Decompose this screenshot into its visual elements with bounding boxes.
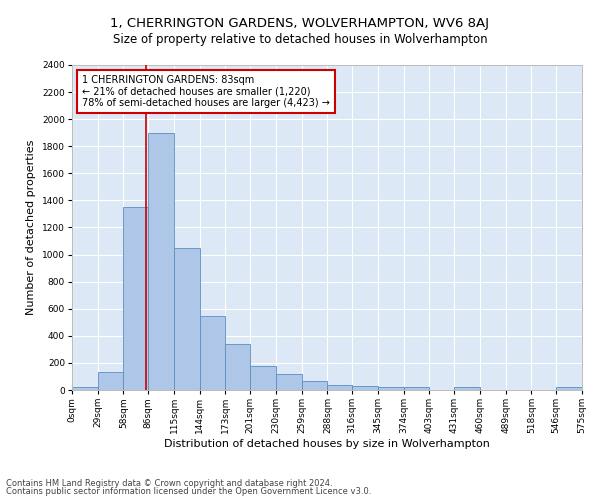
Text: 1, CHERRINGTON GARDENS, WOLVERHAMPTON, WV6 8AJ: 1, CHERRINGTON GARDENS, WOLVERHAMPTON, W… (110, 18, 490, 30)
Bar (148, 132, 174, 390)
Text: 1 CHERRINGTON GARDENS: 83sqm
← 21% of detached houses are smaller (1,220)
78% of: 1 CHERRINGTON GARDENS: 83sqm ← 21% of de… (82, 74, 330, 108)
Bar (454, 388, 480, 390)
Bar (200, 316, 226, 390)
Text: Size of property relative to detached houses in Wolverhampton: Size of property relative to detached ho… (113, 32, 487, 46)
Bar (174, 248, 200, 390)
X-axis label: Distribution of detached houses by size in Wolverhampton: Distribution of detached houses by size … (164, 439, 490, 449)
Bar (124, 207, 148, 390)
Text: Contains HM Land Registry data © Crown copyright and database right 2024.: Contains HM Land Registry data © Crown c… (6, 478, 332, 488)
Text: Contains public sector information licensed under the Open Government Licence v3: Contains public sector information licen… (6, 487, 371, 496)
Bar (378, 386, 404, 390)
Y-axis label: Number of detached properties: Number of detached properties (26, 140, 37, 315)
Bar (226, 344, 250, 390)
Bar (250, 366, 276, 390)
Bar (352, 386, 378, 390)
Bar (404, 388, 430, 390)
Bar (276, 374, 302, 390)
Bar (328, 384, 352, 390)
Bar (302, 381, 328, 390)
Bar (72, 388, 98, 390)
Bar (556, 388, 582, 390)
Bar (98, 372, 124, 390)
